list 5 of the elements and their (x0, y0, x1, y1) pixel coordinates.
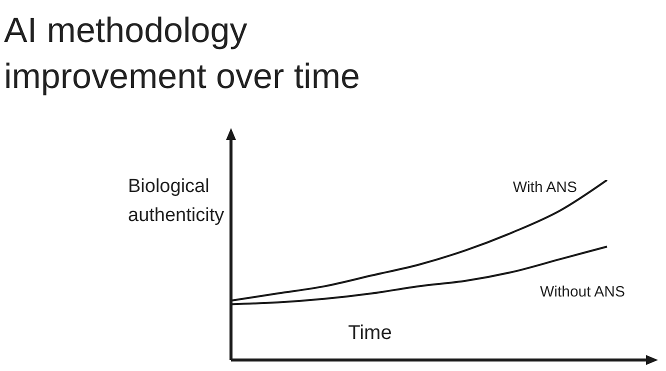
chart-title: AI methodology improvement over time (4, 10, 361, 98)
series-label: Without ANS (540, 284, 625, 301)
series-label: With ANS (512, 179, 577, 196)
y-axis-title: Biological authenticity (128, 175, 226, 228)
x-axis-title: Time (347, 322, 393, 345)
